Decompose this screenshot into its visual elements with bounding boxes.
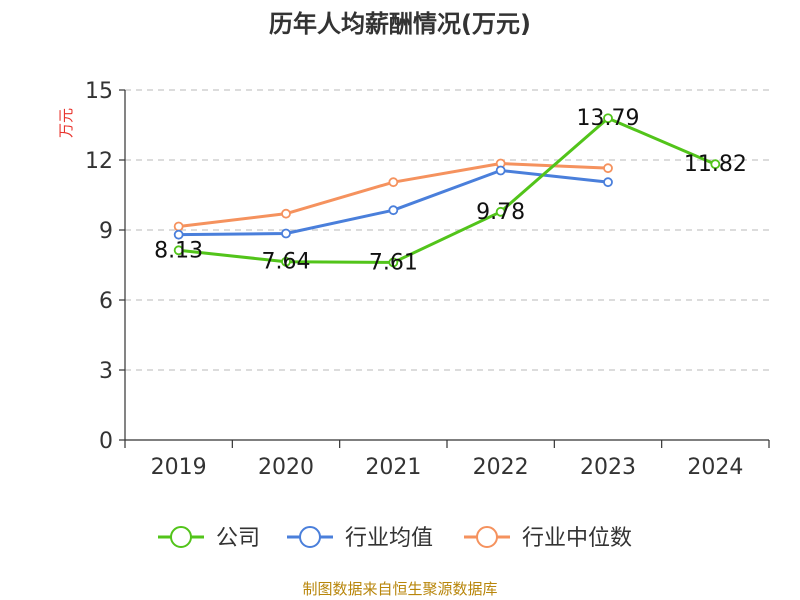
x-tick-label: 2021	[365, 455, 421, 480]
y-tick-label: 12	[85, 149, 113, 174]
data-point	[603, 113, 613, 124]
x-tick-label: 2024	[687, 455, 743, 480]
data-point	[281, 228, 291, 239]
legend-item[interactable]: 行业均值	[287, 526, 433, 551]
data-label: 7.64	[262, 250, 311, 275]
data-label: 13.79	[577, 106, 640, 131]
series-group	[173, 113, 721, 268]
y-tick-label: 9	[99, 219, 113, 244]
legend-marker	[170, 526, 192, 548]
x-tick-label: 2020	[258, 455, 314, 480]
data-labels: 8.13 7.64 7.61 9.78 13.79 11.82	[154, 106, 747, 275]
data-point	[495, 206, 506, 217]
data-point	[603, 177, 613, 188]
y-tick-label: 3	[99, 359, 113, 384]
legend-label: 行业中位数	[522, 526, 632, 551]
chart-title: 历年人均薪酬情况(万元)	[269, 10, 531, 38]
data-point	[388, 177, 399, 188]
y-tick-label: 15	[85, 79, 113, 104]
data-point	[173, 221, 184, 232]
data-label: 8.13	[154, 238, 203, 263]
data-point	[173, 245, 184, 256]
x-tick-label: 2023	[580, 455, 636, 480]
legend-marker	[476, 526, 498, 548]
gridlines	[125, 89, 769, 371]
x-tick-label: 2022	[473, 455, 529, 480]
legend-label: 公司	[216, 526, 260, 551]
y-tick-label: 6	[99, 289, 113, 314]
data-label: 9.78	[476, 200, 525, 225]
data-point	[603, 163, 613, 174]
data-point	[281, 208, 291, 219]
data-point	[388, 257, 399, 268]
legend-item[interactable]: 行业中位数	[464, 526, 632, 551]
data-point	[495, 165, 506, 176]
data-label: 7.61	[369, 250, 418, 275]
data-point	[173, 229, 184, 240]
source-note: 制图数据来自恒生聚源数据库	[302, 580, 497, 598]
x-tick-label: 2019	[151, 455, 207, 480]
data-point	[710, 159, 721, 170]
legend[interactable]: 公司 行业均值 行业中位数	[158, 526, 632, 551]
legend-item[interactable]: 公司	[158, 526, 260, 551]
series-line	[178, 116, 716, 264]
data-label: 11.82	[684, 152, 747, 177]
axes: 0 3 6 9 12 15 2019 2020 2021 2022 2023 2024	[85, 79, 770, 480]
y-tick-label: 0	[99, 429, 113, 454]
legend-label: 行业均值	[345, 526, 433, 551]
data-point	[281, 256, 291, 267]
legend-marker	[299, 526, 321, 548]
y-axis-label: 万元	[57, 108, 75, 138]
data-point	[388, 205, 399, 216]
